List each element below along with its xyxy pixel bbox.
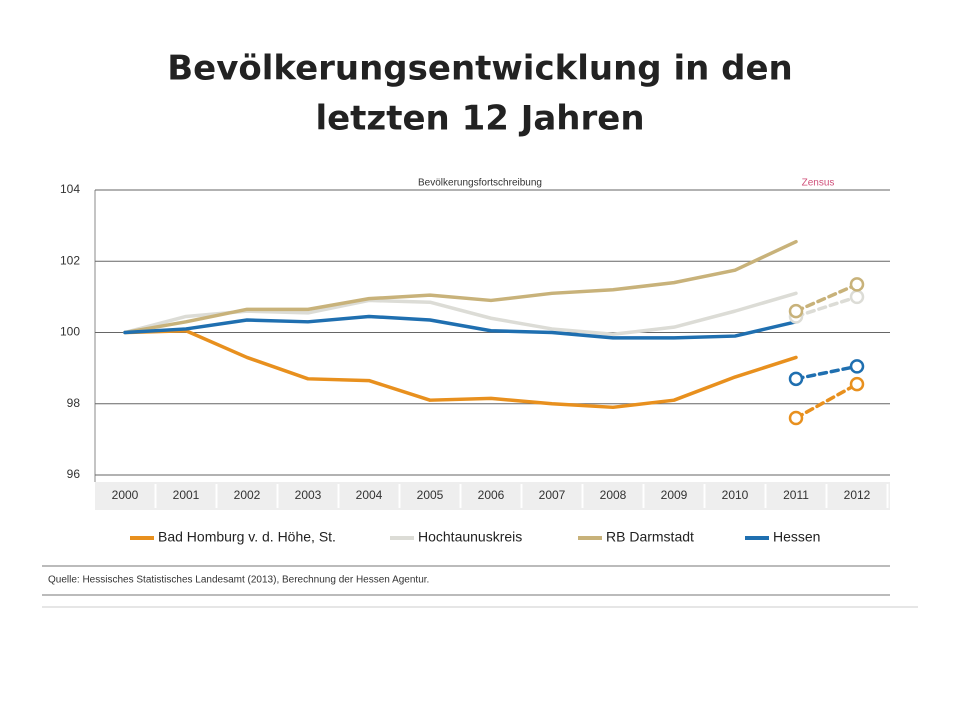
zensus-line (794, 295, 859, 319)
zensus-line (794, 382, 859, 420)
x-tick-label: 2008 (600, 488, 627, 502)
legend-label: Bad Homburg v. d. Höhe, St. (158, 529, 336, 545)
zensus-line (794, 364, 859, 381)
x-tick-label: 2003 (295, 488, 322, 502)
series-line (123, 328, 798, 410)
x-tick-label: 2000 (112, 488, 139, 502)
y-tick-label: 96 (67, 467, 81, 481)
x-axis-band (95, 482, 890, 510)
legend-label: Hochtaunuskreis (418, 529, 522, 545)
legend-label: Hessen (773, 529, 820, 545)
title-line: Bevölkerungsentwicklung in den (167, 49, 793, 89)
zensus-marker (849, 277, 865, 292)
x-tick-label: 2006 (478, 488, 505, 502)
y-tick-label: 100 (60, 325, 80, 339)
subtitle: Bevölkerungsfortschreibung (418, 178, 542, 189)
zensus-label: Zensus (802, 178, 835, 189)
zensus-line (794, 282, 859, 313)
source: Quelle: Hessisches Statistisches Landesa… (48, 575, 429, 586)
y-tick-label: 104 (60, 182, 80, 196)
series-line (123, 239, 798, 335)
x-tick-label: 2009 (661, 488, 688, 502)
x-tick-label: 2005 (417, 488, 444, 502)
zensus-marker (788, 371, 804, 387)
x-tick-label: 2012 (844, 488, 871, 502)
series-line (123, 314, 798, 340)
zensus-marker (849, 359, 865, 374)
x-tick-label: 2002 (234, 488, 261, 502)
x-tick-label: 2004 (356, 488, 383, 502)
y-tick-label: 98 (67, 396, 81, 410)
x-tick-label: 2011 (783, 488, 809, 502)
x-tick-label: 2010 (722, 488, 749, 502)
y-tick-label: 102 (60, 253, 80, 267)
zensus-marker (788, 303, 804, 319)
zensus-marker (788, 410, 804, 426)
title-line: letzten 12 Jahren (315, 99, 644, 139)
zensus-marker (849, 376, 865, 392)
zensus-marker (849, 289, 865, 305)
x-tick-label: 2007 (539, 488, 566, 502)
x-tick-label: 2001 (173, 488, 200, 502)
legend-label: RB Darmstadt (606, 529, 694, 545)
